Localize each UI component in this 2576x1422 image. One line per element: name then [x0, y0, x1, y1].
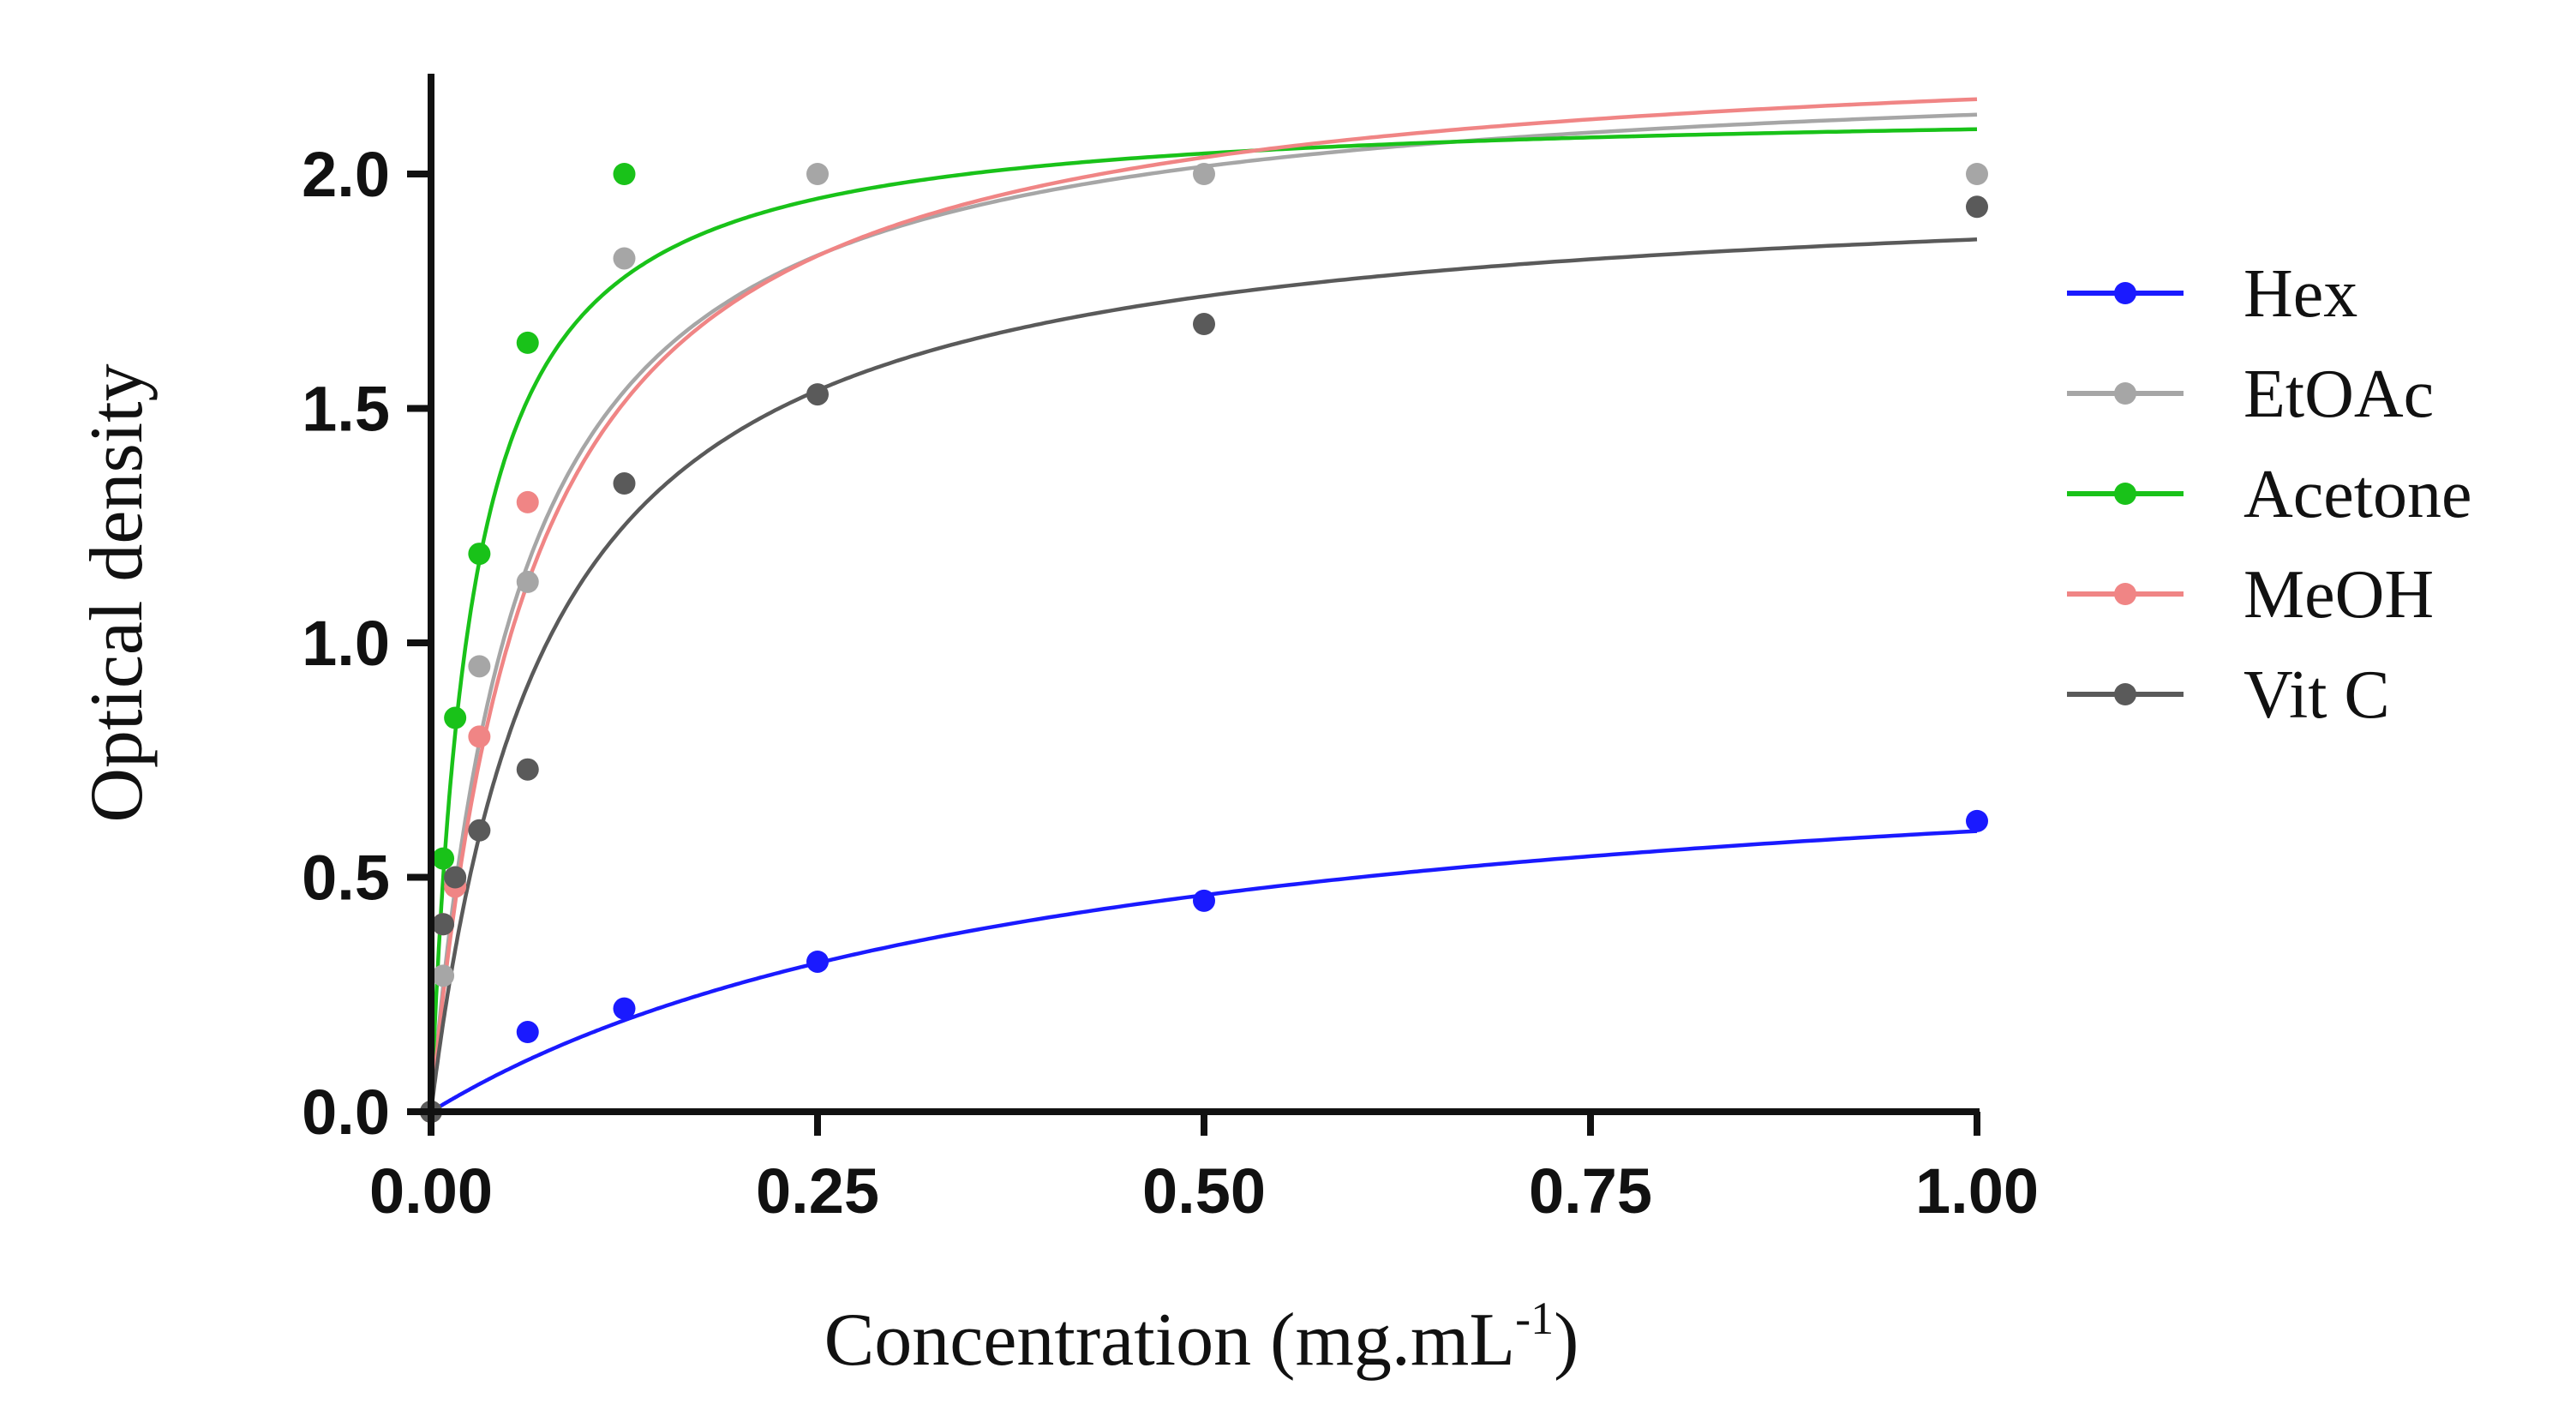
fit-curve-hex [428, 829, 1978, 1114]
legend-marker-acetone [2114, 483, 2136, 505]
y-tick-label: 0.5 [302, 843, 390, 914]
axes [428, 74, 1980, 1115]
data-point-acetone [613, 163, 636, 185]
data-point-vit-c [613, 472, 636, 495]
x-tick-label: 0.00 [369, 1155, 493, 1227]
data-point-acetone [516, 331, 539, 354]
x-tick-label: 1.00 [1915, 1155, 2039, 1227]
data-point-hex [806, 950, 829, 973]
y-tick-label: 1.0 [302, 608, 390, 679]
y-tick-label: 0.0 [302, 1077, 390, 1148]
data-point-vit-c [516, 758, 539, 781]
legend-label-acetone: Acetone [2244, 457, 2472, 532]
fit-curves [428, 97, 1978, 1114]
data-point-hex [1966, 809, 1988, 832]
data-point-acetone [468, 543, 491, 566]
x-tick-label: 0.25 [756, 1155, 879, 1227]
data-point-hex [1193, 889, 1215, 912]
legend-label-meoh: MeOH [2244, 557, 2434, 633]
data-point-etoac [613, 247, 636, 270]
legend: Hex EtOAc Acetone MeOH Vit C [2067, 256, 2472, 733]
y-ticks: 0.0 0.5 1.0 1.5 2.0 [302, 139, 431, 1148]
fit-curve-acetone [428, 127, 1978, 1112]
data-point-acetone [444, 706, 467, 729]
data-point-etoac [516, 570, 539, 593]
data-point-hex [516, 1021, 539, 1044]
y-axis-title: Optical density [75, 363, 159, 822]
x-tick-label: 0.75 [1529, 1155, 1652, 1227]
x-tick-label: 0.50 [1142, 1155, 1266, 1227]
data-point-vit-c [432, 913, 455, 936]
data-point-etoac [1193, 163, 1215, 185]
data-point-vit-c [1966, 195, 1988, 219]
fit-curve-vit-c [428, 237, 1978, 1113]
data-point-etoac [806, 163, 829, 185]
fit-curve-etoac [428, 112, 1978, 1113]
legend-label-hex: Hex [2244, 256, 2357, 332]
x-axis-title: Concentration (mg.mL-1) [824, 1293, 1579, 1382]
data-points [420, 163, 1988, 1123]
data-point-meoh [516, 490, 539, 513]
data-point-etoac [432, 964, 455, 987]
data-point-vit-c [806, 383, 829, 406]
legend-marker-hex [2114, 282, 2136, 304]
data-point-acetone [432, 847, 455, 870]
data-point-hex [613, 997, 636, 1020]
y-tick-label: 1.5 [302, 374, 390, 445]
x-ticks: 0.00 0.25 0.50 0.75 1.00 [369, 1112, 2039, 1227]
legend-marker-meoh [2114, 583, 2136, 605]
y-tick-label: 2.0 [302, 139, 390, 210]
legend-marker-etoac [2114, 382, 2136, 405]
data-point-etoac [1966, 163, 1988, 185]
legend-label-etoac: EtOAc [2244, 357, 2434, 432]
data-point-vit-c [1193, 313, 1215, 336]
legend-marker-vit-c [2114, 683, 2136, 705]
data-point-vit-c [468, 819, 491, 842]
data-point-vit-c [444, 866, 467, 889]
fit-curve-meoh [428, 97, 1978, 1113]
data-point-etoac [468, 655, 491, 678]
data-point-meoh [468, 725, 491, 748]
legend-label-vit-c: Vit C [2244, 657, 2390, 733]
